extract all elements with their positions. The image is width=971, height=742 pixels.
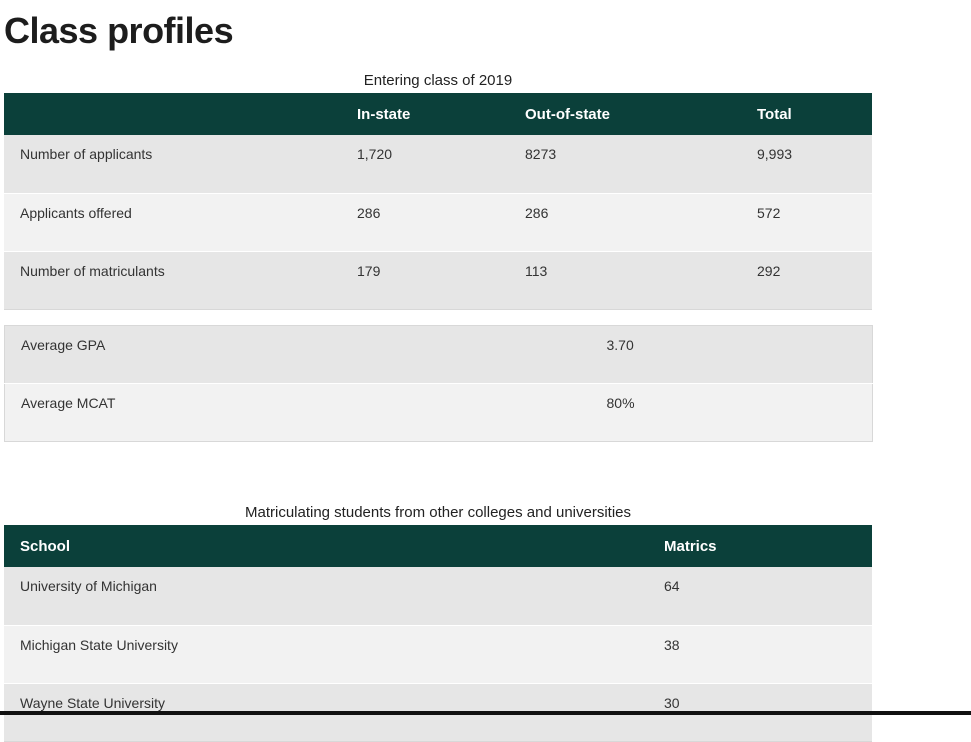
- header-matrics: Matrics: [648, 525, 872, 567]
- averages-table: Average GPA 3.70 Average MCAT 80%: [4, 325, 873, 442]
- entering-class-caption: Entering class of 2019: [363, 72, 513, 89]
- row-label: Number of applicants: [4, 135, 341, 194]
- table-header-row: School Matrics: [4, 525, 872, 567]
- table-header-row: In-state Out-of-state Total: [4, 93, 872, 135]
- header-out-of-state: Out-of-state: [509, 93, 741, 135]
- table-row: Average MCAT 80%: [4, 383, 873, 442]
- header-total: Total: [741, 93, 872, 135]
- average-gpa-value: 3.70: [590, 325, 873, 384]
- cell-in-state: 286: [341, 193, 509, 252]
- table-row: Michigan State University 38: [4, 625, 872, 684]
- table-row: Number of matriculants 179 113 292: [4, 251, 872, 310]
- header-blank: [4, 93, 341, 135]
- cell-in-state: 1,720: [341, 135, 509, 194]
- bottom-border: [0, 711, 971, 715]
- table-row: University of Michigan 64: [4, 567, 872, 626]
- row-label: Number of matriculants: [4, 251, 341, 310]
- cell-matrics: 38: [648, 625, 872, 684]
- cell-in-state: 179: [341, 251, 509, 310]
- page-title: Class profiles: [4, 10, 234, 51]
- cell-total: 572: [741, 193, 872, 252]
- cell-out-of-state: 286: [509, 193, 741, 252]
- table-row: Applicants offered 286 286 572: [4, 193, 872, 252]
- entering-class-table: In-state Out-of-state Total Number of ap…: [4, 93, 872, 310]
- cell-out-of-state: 8273: [509, 135, 741, 194]
- average-mcat-label: Average MCAT: [4, 383, 591, 442]
- cell-school: Michigan State University: [4, 625, 648, 684]
- average-mcat-value: 80%: [590, 383, 873, 442]
- matriculating-schools-table: School Matrics University of Michigan 64…: [4, 525, 872, 742]
- cell-school: University of Michigan: [4, 567, 648, 626]
- cell-out-of-state: 113: [509, 251, 741, 310]
- average-gpa-label: Average GPA: [4, 325, 591, 384]
- header-in-state: In-state: [341, 93, 509, 135]
- cell-matrics: 64: [648, 567, 872, 626]
- header-school: School: [4, 525, 648, 567]
- table-row: Average GPA 3.70: [4, 325, 873, 384]
- matriculating-caption: Matriculating students from other colleg…: [244, 504, 632, 521]
- cell-total: 9,993: [741, 135, 872, 194]
- row-label: Applicants offered: [4, 193, 341, 252]
- table-row: Number of applicants 1,720 8273 9,993: [4, 135, 872, 194]
- cell-total: 292: [741, 251, 872, 310]
